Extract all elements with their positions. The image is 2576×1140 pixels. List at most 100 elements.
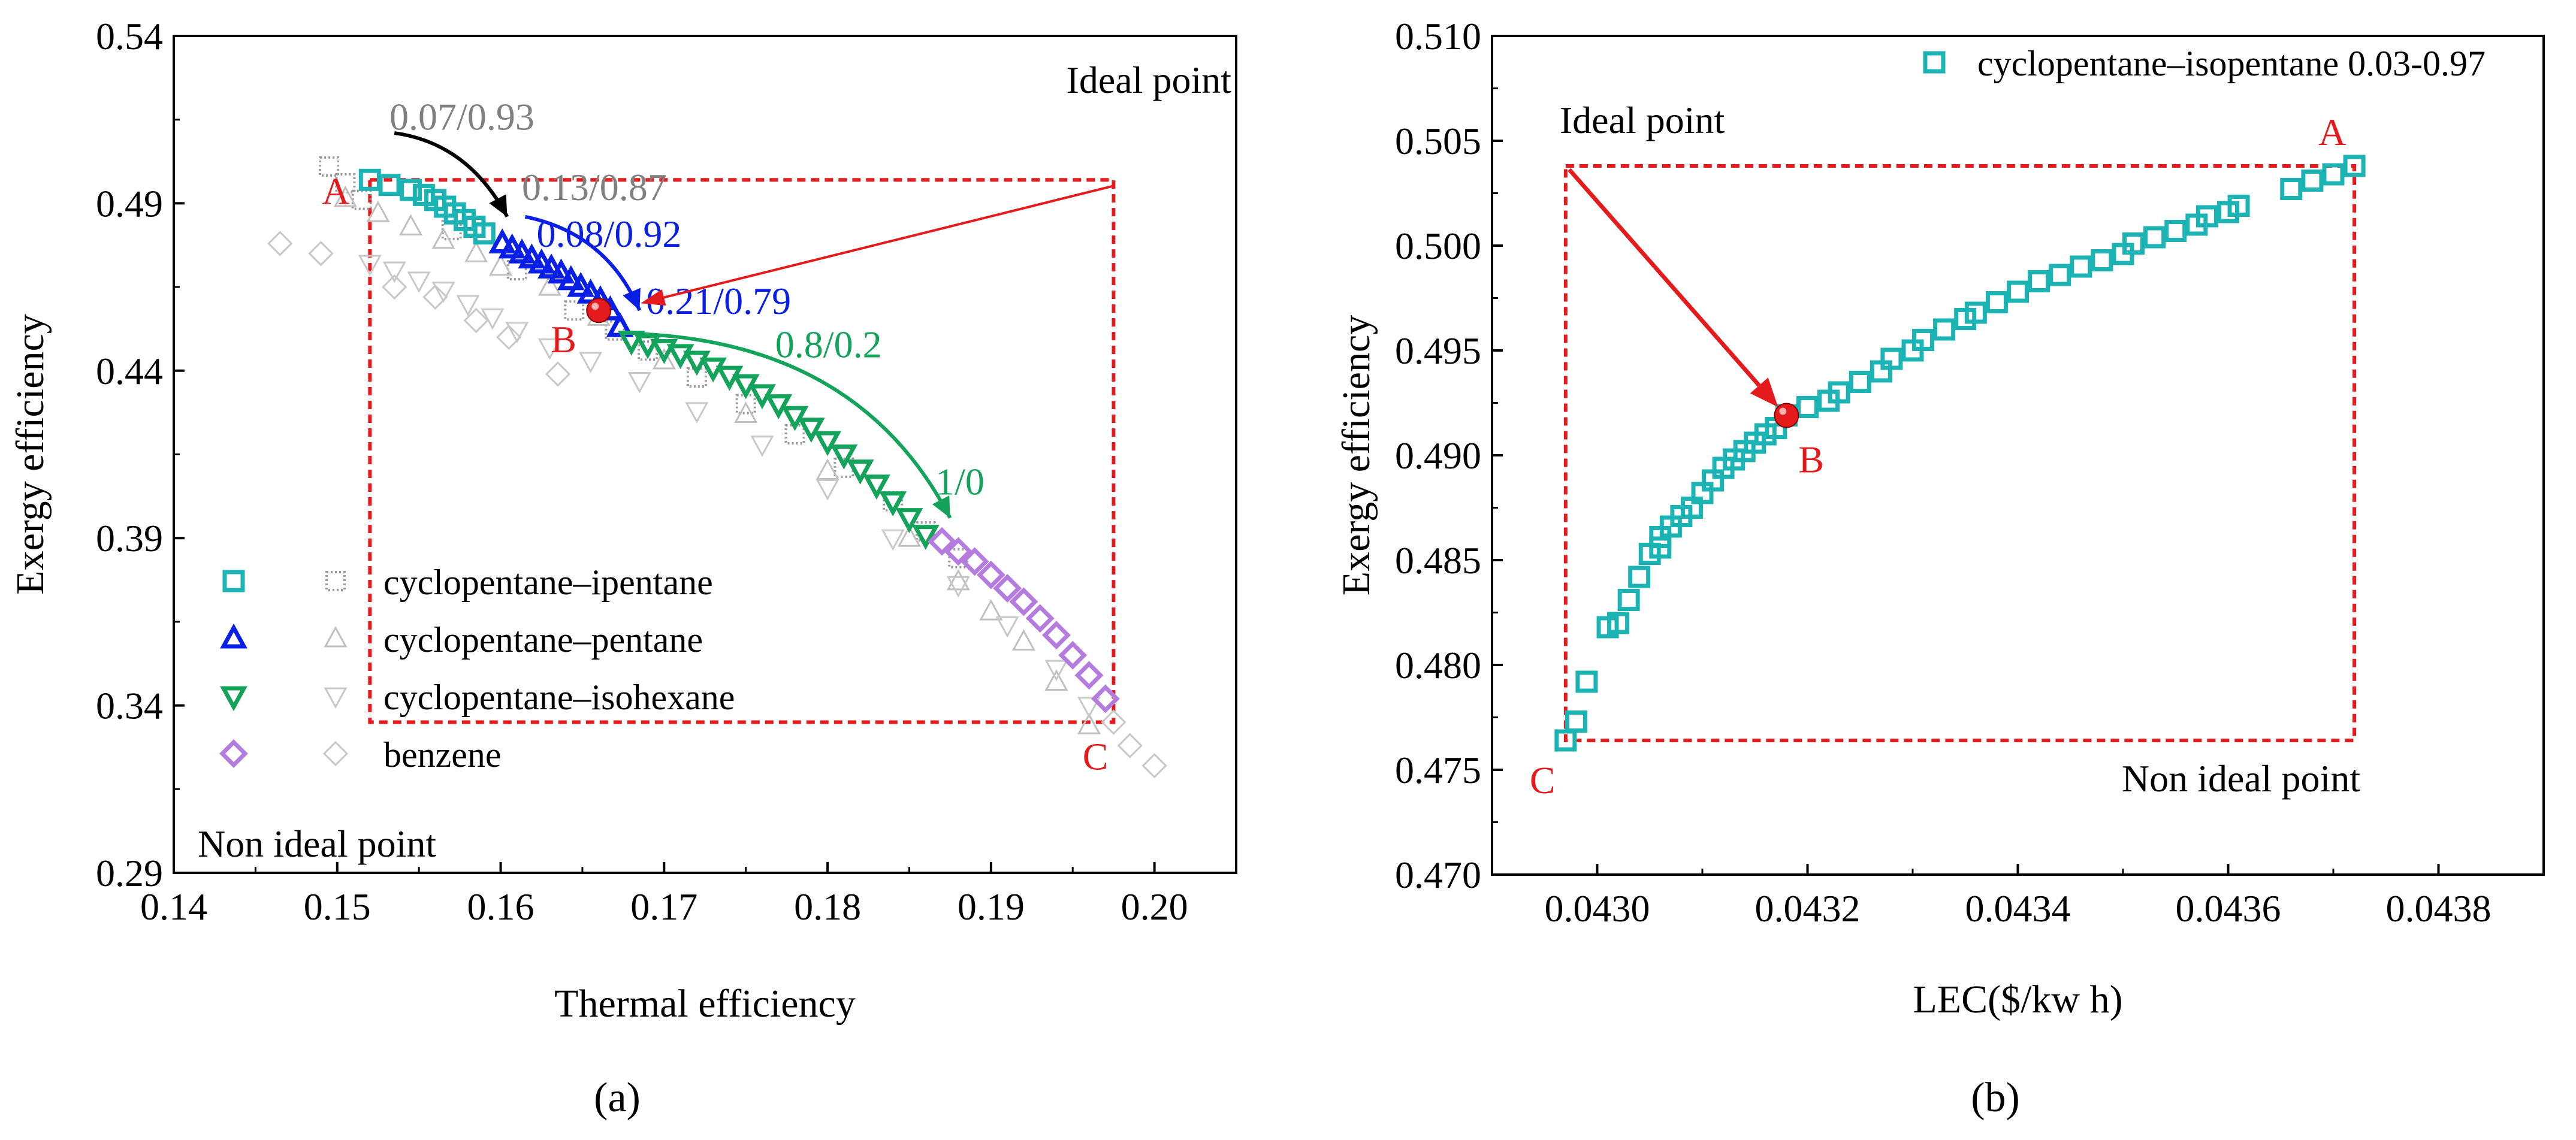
data-point bbox=[895, 508, 923, 533]
data-point bbox=[1617, 589, 1640, 611]
data-point bbox=[944, 537, 973, 566]
data-point bbox=[1796, 396, 1819, 418]
x-tick-label: 0.0430 bbox=[1545, 887, 1650, 930]
data-point bbox=[1011, 629, 1035, 651]
optimal-point-b bbox=[1774, 403, 1799, 428]
data-point bbox=[634, 334, 662, 359]
x-tick-label: 0.15 bbox=[304, 885, 371, 928]
data-point bbox=[382, 261, 406, 283]
data-point bbox=[1880, 347, 1903, 370]
y-tick-label: 0.54 bbox=[96, 15, 163, 58]
data-point bbox=[1025, 604, 1055, 633]
data-point bbox=[979, 599, 1003, 621]
data-point bbox=[666, 344, 694, 370]
caption-a: (a) bbox=[594, 1075, 641, 1121]
legend-label: cyclopentane–pentane bbox=[383, 620, 703, 660]
data-point bbox=[557, 265, 585, 291]
plot-frame bbox=[1491, 35, 2545, 876]
caption-b: (b) bbox=[1971, 1075, 2020, 1121]
data-point bbox=[1607, 612, 1630, 634]
data-point bbox=[1009, 587, 1038, 616]
legend-marker bbox=[1923, 51, 1946, 74]
data-point bbox=[537, 274, 561, 296]
data-point bbox=[1964, 301, 1987, 324]
y-tick-label: 0.49 bbox=[96, 182, 163, 225]
data-point bbox=[946, 569, 970, 591]
data-point bbox=[579, 352, 603, 374]
data-point bbox=[1912, 329, 1935, 351]
legend-marker bbox=[220, 623, 247, 649]
data-point bbox=[606, 312, 634, 337]
x-tick-label: 0.16 bbox=[467, 885, 534, 928]
data-point bbox=[473, 222, 496, 245]
data-point bbox=[816, 479, 839, 501]
data-point bbox=[567, 271, 595, 297]
x-tick-label: 0.20 bbox=[1121, 885, 1188, 928]
optimal-point-b bbox=[586, 298, 612, 323]
y-tick-label: 0.510 bbox=[1395, 15, 1481, 58]
ratio-label: 0.08/0.92 bbox=[537, 213, 682, 255]
ideal-point-label: Ideal point bbox=[1560, 99, 1725, 141]
data-point bbox=[946, 576, 970, 598]
data-point bbox=[1575, 670, 1598, 693]
data-point bbox=[1628, 566, 1651, 588]
x-axis-label: LEC($/kw h) bbox=[1913, 978, 2122, 1021]
data-point bbox=[846, 459, 874, 485]
y-tick-label: 0.505 bbox=[1395, 120, 1481, 162]
y-axis-label: Exergy efficiency bbox=[1334, 315, 1378, 596]
data-point bbox=[960, 547, 989, 576]
trend-arrow-2 bbox=[639, 332, 952, 519]
legend-marker bbox=[324, 687, 348, 709]
data-point bbox=[378, 174, 401, 196]
series-2 bbox=[617, 331, 940, 550]
legend-label: cyclopentane–isopentane 0.03-0.97 bbox=[1977, 44, 2486, 83]
y-tick-label: 0.470 bbox=[1395, 854, 1481, 896]
data-point bbox=[407, 271, 431, 294]
x-tick-label: 0.19 bbox=[958, 885, 1025, 928]
data-point bbox=[422, 284, 448, 310]
legend-label: cyclopentane–isohexane bbox=[383, 678, 735, 717]
point-label-a: A bbox=[322, 170, 349, 212]
tradeoff-arrow bbox=[652, 185, 1114, 302]
data-point bbox=[1058, 640, 1088, 670]
x-tick-label: 0.14 bbox=[140, 885, 207, 928]
data-point bbox=[400, 179, 422, 201]
data-point bbox=[2143, 226, 2166, 249]
data-point bbox=[333, 185, 357, 207]
x-tick-label: 0.0434 bbox=[1965, 887, 2071, 930]
y-axis-label: Exergy efficiency bbox=[8, 314, 52, 595]
data-point bbox=[2343, 155, 2366, 177]
series-6 bbox=[358, 255, 1101, 718]
y-tick-label: 0.480 bbox=[1395, 644, 1481, 687]
data-point bbox=[366, 201, 390, 222]
legend: cyclopentane–isopentane 0.03-0.97 bbox=[1923, 44, 2486, 83]
x-tick-label: 0.17 bbox=[630, 885, 697, 928]
y-tick-label: 0.44 bbox=[96, 350, 163, 392]
data-point bbox=[976, 560, 1005, 589]
point-label-b: B bbox=[551, 318, 576, 361]
data-point bbox=[267, 231, 293, 256]
data-point bbox=[897, 525, 921, 547]
data-point bbox=[431, 227, 455, 249]
data-point bbox=[496, 324, 522, 350]
data-point bbox=[464, 241, 488, 262]
data-point bbox=[995, 616, 1019, 638]
series-3 bbox=[928, 527, 1120, 713]
y-tick-label: 0.29 bbox=[96, 852, 163, 894]
x-axis-label: Thermal efficiency bbox=[554, 982, 856, 1026]
trend-arrow-1 bbox=[524, 214, 642, 312]
data-point bbox=[545, 361, 571, 387]
legend-label: cyclopentane–ipentane bbox=[383, 563, 713, 602]
data-point bbox=[412, 183, 435, 206]
data-point bbox=[2227, 195, 2250, 217]
data-point bbox=[1044, 669, 1068, 691]
data-point bbox=[1985, 291, 2008, 313]
non-ideal-point-label: Non ideal point bbox=[2122, 757, 2360, 800]
data-point bbox=[830, 444, 858, 470]
data-point bbox=[2322, 163, 2345, 186]
data-point bbox=[308, 241, 334, 267]
data-point bbox=[2301, 170, 2324, 192]
series-7 bbox=[267, 231, 1167, 779]
data-point bbox=[2007, 280, 2029, 303]
